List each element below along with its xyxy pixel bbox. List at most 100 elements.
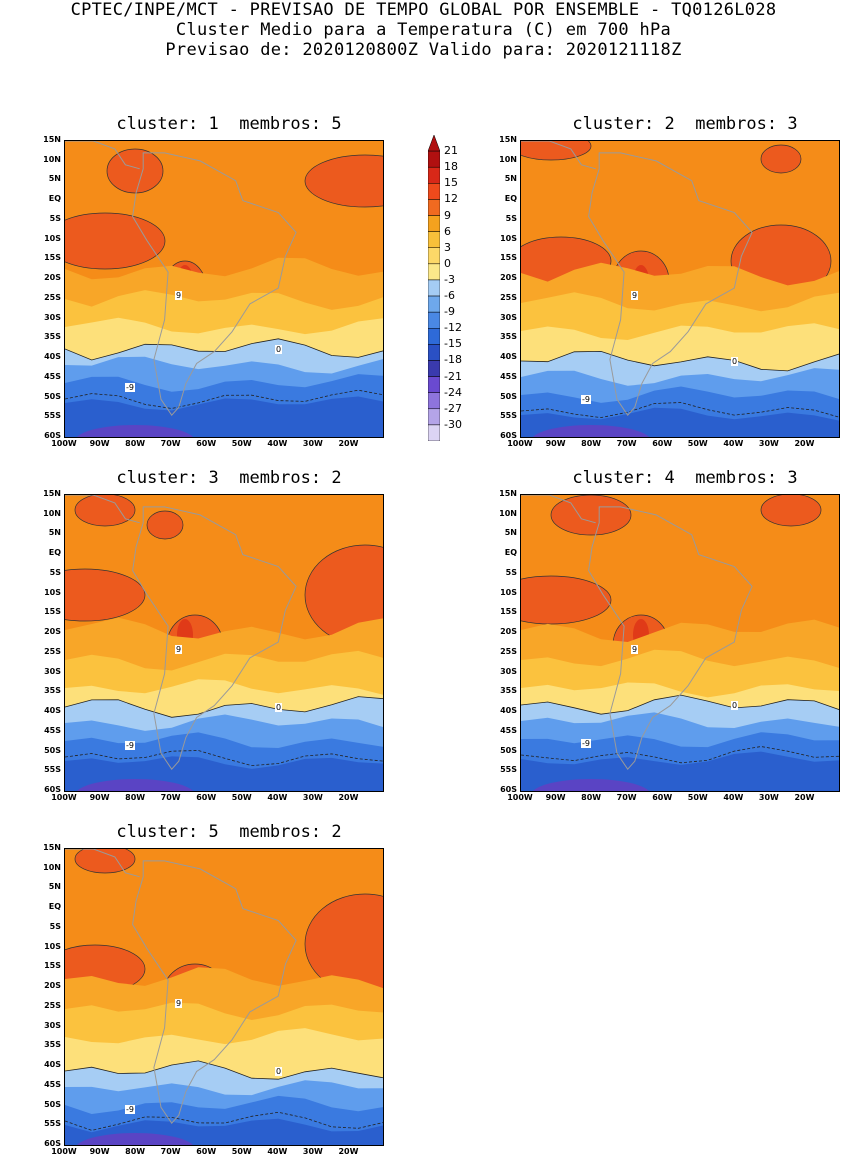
longitude-tick-label: 100W [51, 793, 77, 802]
polar-cold-region [532, 779, 650, 791]
longitude-tick-label: 20W [794, 439, 815, 448]
contour-label: 0 [275, 1067, 283, 1076]
colorbar-swatch [428, 279, 440, 297]
polar-cold-region [76, 425, 194, 437]
south-america-coastline [132, 506, 297, 771]
longitude-tick-label: 30W [758, 793, 779, 802]
warm-anomaly-region [550, 495, 632, 536]
longitude-tick-label: 90W [545, 439, 566, 448]
longitude-tick-label: 30W [302, 793, 323, 802]
latitude-tick-label: 15S [44, 253, 61, 263]
colorbar-swatch [428, 408, 440, 426]
latitude-tick-label: 35S [500, 686, 517, 696]
colorbar-level-label: -27 [444, 401, 462, 415]
colorbar-swatch [428, 376, 440, 393]
longitude-tick-label: 70W [160, 793, 181, 802]
longitude-tick-label: 90W [89, 1147, 110, 1156]
minus9-contour [521, 746, 839, 764]
colorbar-level-label: 0 [444, 256, 451, 270]
contour-label: 0 [731, 357, 739, 366]
longitude-tick-label: 70W [160, 1147, 181, 1156]
contour-label: -9 [125, 383, 135, 392]
latitude-tick-label: 40S [44, 1060, 61, 1070]
latitude-tick-label: 5S [49, 921, 61, 931]
latitude-tick-label: 60S [44, 431, 61, 440]
colorbar-swatch [428, 311, 440, 329]
contour-label: 0 [275, 703, 283, 712]
latitude-tick-label: 5S [49, 213, 61, 223]
zero-contour [521, 350, 839, 372]
warm-anomaly-region [106, 148, 164, 194]
longitude-tick-label: 20W [338, 1147, 359, 1156]
colorbar-level-label: -12 [444, 321, 462, 335]
longitude-tick-label: 60W [196, 793, 217, 802]
colorbar-swatch [428, 328, 440, 345]
latitude-tick-label: 25S [44, 292, 61, 302]
colorbar-level-label: -3 [444, 272, 455, 286]
latitude-tick-label: 10N [499, 508, 517, 518]
latitude-tick-label: 35S [44, 1040, 61, 1050]
latitude-tick-label: 40S [500, 706, 517, 716]
warm-anomaly-region [760, 495, 822, 527]
map-field [65, 495, 383, 791]
temperature-colorbar [428, 135, 440, 441]
colorbar-swatch [428, 424, 440, 441]
latitude-tick-label: 55S [44, 765, 61, 775]
colorbar-top-arrow [428, 135, 440, 152]
central-america-coastline [65, 495, 140, 524]
latitude-tick-label: 5S [505, 213, 517, 223]
longitude-tick-label: 50W [687, 793, 708, 802]
longitude-tick-label: 40W [723, 793, 744, 802]
longitude-tick-label: 70W [616, 439, 637, 448]
contour-label: 0 [731, 701, 739, 710]
latitude-tick-label: 5N [48, 528, 61, 538]
latitude-tick-label: 60S [500, 431, 517, 440]
latitude-tick-label: 45S [500, 371, 517, 381]
latitude-tick-label: 30S [44, 312, 61, 322]
south-america-coastline [588, 152, 753, 417]
latitude-tick-label: 30S [500, 666, 517, 676]
longitude-tick-label: 100W [51, 1147, 77, 1156]
contour-label: 9 [175, 999, 183, 1008]
longitude-tick-label: 70W [616, 793, 637, 802]
zero-contour [65, 696, 383, 718]
latitude-tick-label: 20S [500, 273, 517, 283]
colorbar-level-label: 9 [444, 208, 451, 222]
warm-anomaly-region [304, 154, 383, 208]
south-america-coastline [588, 506, 753, 771]
longitude-tick-label: 80W [125, 793, 146, 802]
panel-title: cluster: 1 membros: 5 [116, 114, 342, 134]
warm-anomaly-region [74, 849, 136, 874]
warm-anomaly-region [521, 141, 592, 161]
latitude-tick-label: EQ [48, 902, 61, 912]
longitude-tick-label: 50W [231, 793, 252, 802]
latitude-tick-label: 30S [44, 1020, 61, 1030]
latitude-tick-label: 25S [44, 646, 61, 656]
latitude-tick-label: 55S [500, 765, 517, 775]
longitude-tick-label: 60W [196, 439, 217, 448]
colorbar-level-label: 6 [444, 224, 451, 238]
colorbar-level-label: 21 [444, 144, 458, 158]
warm-anomaly-region [65, 212, 166, 270]
minus9-contour [521, 402, 839, 419]
colorbar-swatch [428, 360, 440, 377]
contour-label: 9 [631, 291, 639, 300]
colorbar-level-label: 12 [444, 192, 458, 206]
latitude-tick-label: 50S [500, 391, 517, 401]
longitude-tick-label: 90W [89, 793, 110, 802]
colorbar-swatch [428, 344, 440, 361]
latitude-tick-label: 45S [44, 371, 61, 381]
longitude-tick-label: 80W [581, 793, 602, 802]
latitude-tick-label: 35S [44, 686, 61, 696]
longitude-tick-label: 70W [160, 439, 181, 448]
latitude-tick-label: 30S [44, 666, 61, 676]
latitude-tick-label: 15N [499, 135, 517, 144]
longitude-tick-label: 40W [267, 1147, 288, 1156]
longitude-tick-label: 90W [545, 793, 566, 802]
latitude-tick-label: 45S [500, 725, 517, 735]
longitude-tick-label: 40W [267, 439, 288, 448]
colorbar-level-label: 18 [444, 160, 458, 174]
colorbar-swatch [428, 263, 440, 281]
latitude-tick-label: 10S [44, 941, 61, 951]
colorbar-level-label: 3 [444, 240, 451, 254]
